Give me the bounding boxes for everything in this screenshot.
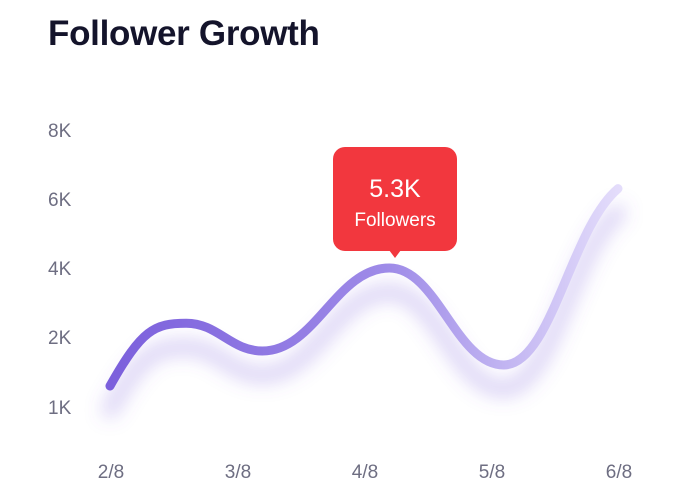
series-line-shadow bbox=[102, 204, 626, 418]
x-axis: 2/8 3/8 4/8 5/8 6/8 bbox=[98, 462, 632, 483]
chart-title: Follower Growth bbox=[48, 14, 320, 53]
y-tick-label: 1K bbox=[48, 398, 72, 419]
x-tick-label: 3/8 bbox=[225, 462, 251, 483]
tooltip-value: 5.3K bbox=[369, 175, 421, 203]
y-axis: 1K 2K 4K 6K 8K bbox=[48, 121, 72, 419]
x-tick-label: 2/8 bbox=[98, 462, 124, 483]
x-tick-label: 6/8 bbox=[606, 462, 632, 483]
tooltip-label: Followers bbox=[354, 210, 436, 231]
x-tick-label: 5/8 bbox=[479, 462, 505, 483]
x-tick-label: 4/8 bbox=[352, 462, 378, 483]
y-tick-label: 4K bbox=[48, 259, 72, 280]
series-layer bbox=[102, 184, 626, 418]
y-tick-label: 2K bbox=[48, 328, 72, 349]
y-tick-label: 6K bbox=[48, 190, 72, 211]
series-line-followers bbox=[105, 184, 623, 391]
y-tick-label: 8K bbox=[48, 121, 72, 142]
peak-tooltip: 5.3K Followers bbox=[333, 147, 457, 258]
